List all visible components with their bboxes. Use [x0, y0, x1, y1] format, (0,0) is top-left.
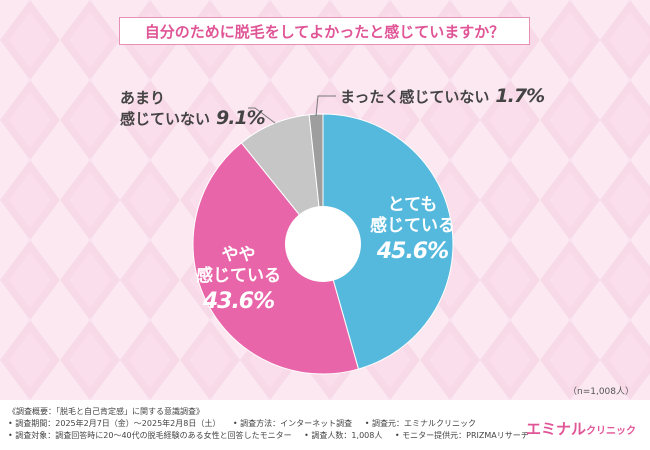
slice-label: 感じている — [370, 216, 455, 236]
survey-target: • 調査対象：調査回答時に20〜40代の脱毛経験のある女性と回答したモニター — [8, 431, 292, 440]
slice-label: 感じている — [196, 266, 281, 286]
clinic-logo: エミナルクリニック — [526, 418, 636, 439]
chart-title: 自分のために脱毛をしてよかったと感じていますか？ — [119, 17, 530, 45]
slice-value-label: 9.1% — [216, 107, 266, 129]
survey-provider: • モニター提供元：PRIZMAリサーチ — [394, 431, 529, 440]
slice-label: あまり — [120, 89, 166, 107]
survey-notes-row: • 調査期間：2025年2月7日（金）〜2025年2月8日（土） • 調査方法：… — [8, 418, 529, 430]
survey-period: • 調査期間：2025年2月7日（金）〜2025年2月8日（土） — [8, 419, 221, 428]
survey-source: • 調査元：エミナルクリニック — [364, 419, 476, 428]
leader-line — [248, 107, 276, 124]
inner-label-very: とても 感じている 45.6% — [370, 195, 455, 264]
callout-label-not-really: あまり 感じていない 9.1% — [120, 88, 266, 129]
slice-label: やや — [221, 245, 256, 265]
slice-label: まったく感じていない — [340, 88, 490, 106]
sample-size-note: （n=1,008人） — [567, 387, 634, 397]
inner-label-somewhat: やや 感じている 43.6% — [196, 245, 281, 314]
pie-slice — [322, 113, 454, 370]
slice-label: 感じていない — [120, 110, 211, 128]
pie-slice — [192, 142, 360, 375]
donut-chart — [192, 95, 454, 375]
slice-value-label: 45.6% — [376, 239, 449, 264]
survey-notes: 《調査概要：「脱毛と自己肯定感」に関する意識調査》 • 調査期間：2025年2月… — [8, 406, 529, 442]
survey-count: • 調査人数：1,008人 — [304, 431, 383, 440]
callout-label-completely-not: まったく感じていない 1.7% — [340, 85, 545, 107]
footer: 《調査概要：「脱毛と自己肯定感」に関する意識調査》 • 調査期間：2025年2月… — [0, 400, 650, 450]
slice-value-label: 43.6% — [202, 289, 275, 314]
leader-line — [315, 95, 336, 117]
survey-title: 《調査概要：「脱毛と自己肯定感」に関する意識調査》 — [8, 407, 204, 416]
survey-notes-row: • 調査対象：調査回答時に20〜40代の脱毛経験のある女性と回答したモニター •… — [8, 430, 529, 442]
survey-method: • 調査方法：インターネット調査 — [232, 419, 353, 428]
logo-main-text: エミナル — [525, 420, 586, 438]
donut-hole — [285, 206, 361, 282]
logo-sub-text: クリニック — [586, 426, 636, 437]
slice-label: とても — [387, 195, 438, 215]
slice-value-label: 1.7% — [495, 85, 545, 107]
